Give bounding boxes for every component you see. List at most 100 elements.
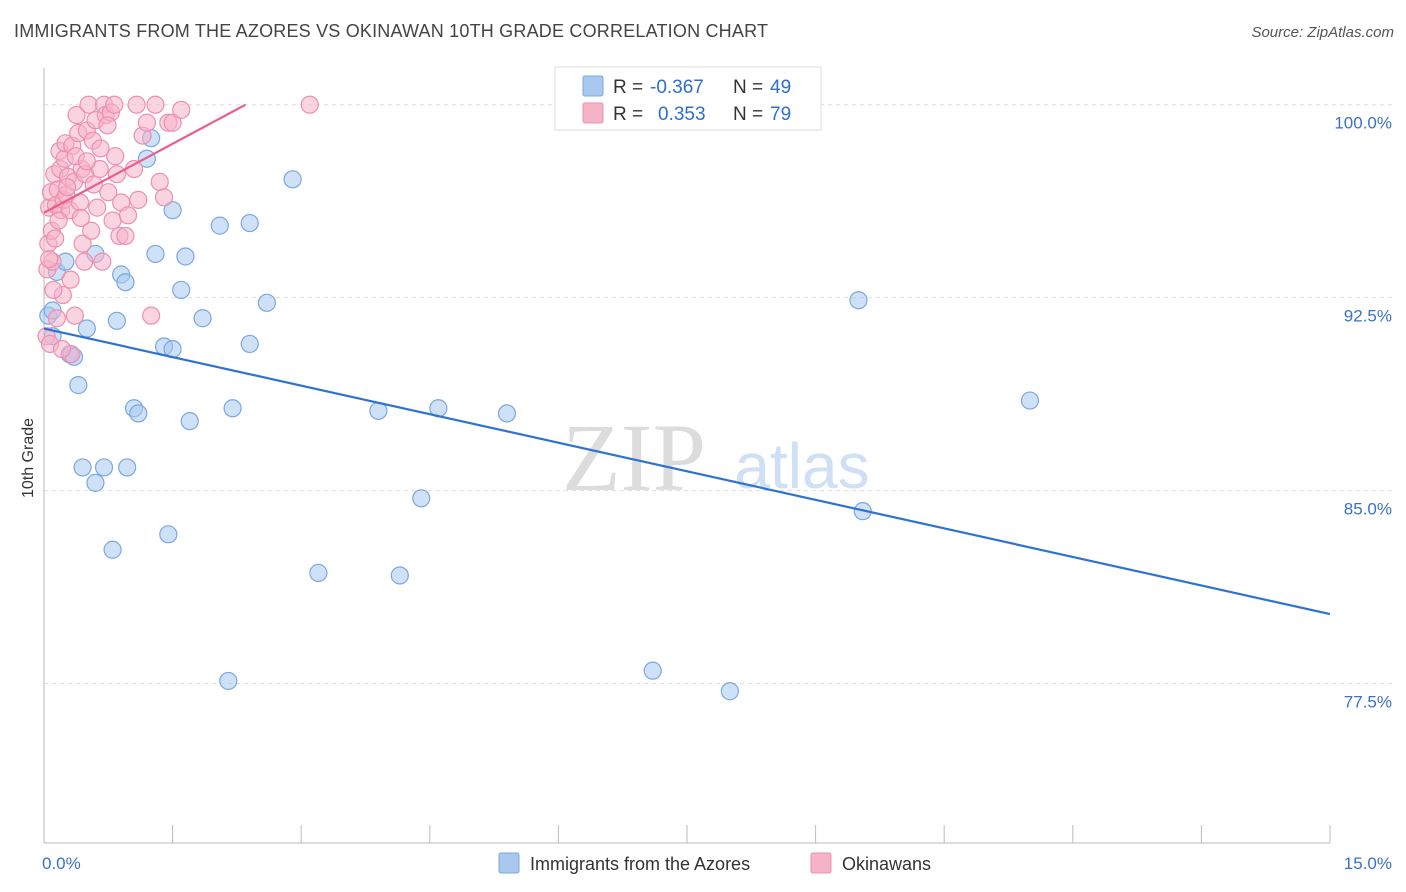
- azores-point: [283, 170, 302, 189]
- azores-point: [69, 376, 88, 395]
- okinawan-point: [79, 95, 98, 114]
- okinawan-point: [75, 252, 94, 271]
- stats-legend: R = -0.367 N = 49 R = 0.353 N = 79: [554, 66, 822, 131]
- legend-label-azores: Immigrants from the Azores: [530, 854, 750, 874]
- okinawan-point: [116, 226, 135, 246]
- azores-point: [180, 412, 199, 431]
- azores-point: [240, 334, 259, 354]
- watermark-zip: ZIP: [562, 404, 706, 511]
- stats-r-label: R =: [613, 77, 643, 98]
- okinawan-point: [137, 113, 156, 132]
- stats-n-value: 79: [770, 104, 791, 125]
- grid-lines: [44, 104, 1392, 685]
- stats-swatch-pink: [582, 102, 604, 124]
- azores-point: [163, 201, 182, 220]
- stats-n-label: N =: [733, 104, 763, 125]
- x-tick-label: 15.0%: [1344, 854, 1392, 873]
- legend-swatch-okinawans: [810, 852, 832, 874]
- y-tick-label: 85.0%: [1344, 500, 1392, 519]
- legend-swatch-azores: [498, 852, 520, 874]
- azores-point: [223, 399, 242, 418]
- okinawan-point: [61, 270, 80, 289]
- axes: 77.5% 85.0% 92.5% 100.0% 0.0% 15.0%: [42, 68, 1392, 873]
- azores-point: [240, 213, 259, 233]
- azores-point: [103, 540, 122, 559]
- azores-point: [1020, 391, 1040, 410]
- okinawan-point: [124, 159, 144, 179]
- okinawan-point: [40, 249, 59, 269]
- okinawan-point: [118, 206, 138, 225]
- okinawan-point: [154, 188, 174, 207]
- y-axis-label: 10th Grade: [20, 418, 37, 498]
- okinawan-point: [98, 116, 117, 135]
- azores-point: [390, 566, 409, 585]
- okinawan-point: [93, 252, 112, 271]
- okinawan-point: [71, 208, 90, 228]
- series-legend: Immigrants from the Azores Okinawans: [498, 852, 931, 874]
- azores-point: [73, 458, 92, 477]
- okinawan-point: [106, 147, 125, 166]
- azores-point: [107, 311, 126, 330]
- azores-point: [412, 489, 431, 508]
- okinawan-point: [67, 105, 86, 125]
- okinawan-point: [52, 340, 72, 359]
- okinawan-point: [44, 280, 63, 300]
- azores-point: [309, 563, 328, 582]
- azores-point: [643, 661, 662, 680]
- azores-point: [116, 273, 135, 292]
- okinawan-point: [150, 172, 169, 191]
- azores-point: [146, 244, 165, 264]
- okinawan-point: [127, 95, 146, 114]
- y-tick-label: 100.0%: [1334, 114, 1392, 133]
- okinawan-point: [49, 211, 68, 230]
- stats-r-label: R =: [613, 104, 643, 125]
- okinawan-point: [300, 95, 319, 114]
- stats-r-value: 0.353: [658, 104, 706, 125]
- azores-point: [77, 319, 96, 338]
- azores-point: [720, 682, 739, 701]
- okinawan-point: [172, 100, 191, 119]
- azores-point: [497, 404, 517, 423]
- data-points: [37, 95, 1040, 701]
- zipatlas-watermark: ZIP atlas: [562, 404, 870, 511]
- okinawan-point: [65, 306, 84, 325]
- okinawan-point: [77, 152, 96, 171]
- stats-n-label: N =: [733, 77, 763, 98]
- azores-point: [129, 404, 148, 423]
- okinawan-point: [46, 229, 65, 248]
- azores-point: [219, 671, 238, 691]
- azores-point: [94, 458, 114, 477]
- okinawan-point: [82, 221, 101, 240]
- okinawan-point: [146, 95, 165, 114]
- stats-r-value: -0.367: [650, 77, 704, 98]
- stats-n-value: 49: [770, 77, 791, 98]
- azores-point: [118, 458, 137, 477]
- okinawan-point: [58, 177, 77, 197]
- azores-point: [172, 280, 191, 300]
- azores-point: [210, 216, 229, 235]
- okinawan-trend-line: [43, 103, 246, 214]
- okinawan-point: [103, 211, 122, 230]
- azores-trend-line: [43, 327, 1331, 616]
- okinawan-point: [99, 183, 118, 202]
- okinawan-point: [105, 95, 124, 114]
- trend-lines: [43, 103, 1331, 616]
- azores-point: [86, 473, 105, 492]
- okinawan-point: [91, 139, 110, 158]
- azores-point: [257, 293, 277, 312]
- legend-label-okinawans: Okinawans: [842, 854, 931, 874]
- y-tick-label: 92.5%: [1344, 307, 1392, 326]
- okinawan-point: [163, 113, 182, 132]
- stats-swatch-blue: [582, 75, 604, 97]
- okinawan-point: [142, 306, 161, 325]
- watermark-atlas: atlas: [734, 430, 869, 502]
- azores-point: [159, 525, 178, 544]
- azores-point: [193, 309, 212, 328]
- azores-point: [176, 247, 195, 266]
- chart-title: IMMIGRANTS FROM THE AZORES VS OKINAWAN 1…: [14, 21, 769, 41]
- okinawan-point: [73, 234, 92, 253]
- azores-point: [849, 291, 868, 310]
- source-note: Source: ZipAtlas.com: [1251, 24, 1394, 41]
- x-tick-label: 0.0%: [42, 854, 81, 873]
